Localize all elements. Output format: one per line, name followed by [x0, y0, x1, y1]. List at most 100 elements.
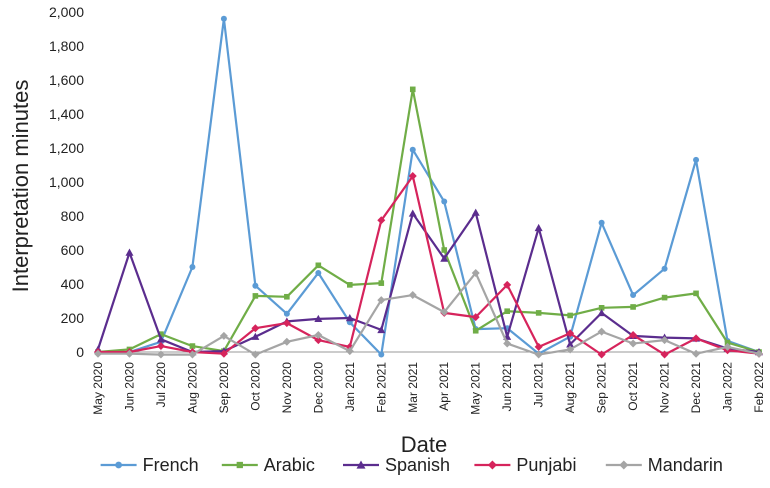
- x-tick-label: Mar 2021: [406, 362, 420, 413]
- data-point-spanish: [314, 314, 323, 323]
- x-tick-label: Jun 2021: [500, 362, 514, 412]
- data-point-mandarin: [314, 331, 323, 339]
- x-tick-label: Oct 2020: [248, 362, 262, 411]
- data-point-mandarin: [408, 291, 417, 300]
- data-point-mandarin: [188, 350, 197, 359]
- x-tick-label: Sep 2020: [217, 362, 231, 414]
- data-point-punjabi: [692, 334, 701, 343]
- x-tick-label: Sep 2021: [595, 362, 609, 414]
- data-point-punjabi: [566, 329, 575, 338]
- x-tick-label: Feb 2022: [752, 362, 766, 413]
- data-point-punjabi: [219, 349, 228, 358]
- x-tick-label: Aug 2020: [185, 362, 199, 414]
- legend: French Arabic Spanish Punjabi Mandarin: [100, 455, 723, 475]
- data-point-mandarin: [534, 350, 543, 359]
- series-french: [95, 15, 762, 358]
- data-point-arabic: [661, 294, 668, 301]
- data-point-spanish: [377, 325, 386, 334]
- data-point-arabic: [630, 304, 636, 310]
- data-point-spanish: [156, 335, 165, 343]
- data-point-mandarin: [755, 349, 763, 358]
- data-point-arabic: [693, 290, 699, 297]
- x-tick-label: Aug 2021: [563, 362, 577, 414]
- data-point-mandarin: [377, 296, 386, 305]
- series-line-spanish: [96, 211, 760, 354]
- data-point-french: [409, 146, 416, 153]
- data-point-mandarin: [345, 347, 354, 356]
- x-tick-label: Apr 2021: [437, 362, 451, 411]
- data-point-punjabi: [282, 319, 291, 328]
- data-point-spanish: [566, 340, 575, 348]
- x-tick-label: Oct 2021: [626, 362, 640, 411]
- data-point-arabic: [535, 310, 542, 316]
- data-point-spanish: [440, 254, 449, 262]
- data-point-arabic: [567, 312, 573, 319]
- y-axis-title: Interpretation minutes: [8, 80, 33, 293]
- legend-item-spanish: Spanish: [343, 455, 450, 475]
- data-point-arabic: [441, 247, 448, 253]
- x-tick-label: Jan 2021: [343, 362, 357, 412]
- data-point-arabic: [252, 293, 259, 299]
- legend-label: Arabic: [264, 455, 315, 475]
- x-tick-label: May 2020: [91, 362, 105, 415]
- y-tick-label: 400: [61, 276, 85, 292]
- data-point-arabic: [158, 331, 164, 337]
- data-point-punjabi: [660, 350, 669, 359]
- legend-marker: [236, 461, 243, 469]
- data-point-mandarin: [692, 349, 701, 358]
- data-point-spanish: [251, 332, 260, 340]
- data-point-french: [252, 282, 259, 289]
- data-point-mandarin: [282, 337, 291, 346]
- data-point-arabic: [347, 282, 353, 288]
- series-spanish: [94, 208, 763, 356]
- legend-marker: [619, 460, 629, 470]
- data-point-arabic: [284, 293, 290, 300]
- data-point-mandarin: [440, 308, 449, 317]
- y-tick-label: 1,600: [49, 72, 84, 88]
- data-point-french: [630, 292, 637, 299]
- data-point-mandarin: [156, 350, 165, 359]
- data-point-spanish: [345, 314, 354, 322]
- data-point-french: [661, 265, 668, 272]
- data-point-spanish: [597, 308, 606, 317]
- y-tick-label: 1,400: [49, 106, 84, 122]
- data-point-mandarin: [597, 327, 606, 336]
- x-axis-title: Date: [401, 432, 447, 457]
- data-point-spanish: [125, 248, 134, 256]
- data-point-mandarin: [251, 350, 260, 359]
- data-point-arabic: [724, 339, 731, 346]
- data-point-mandarin: [723, 342, 732, 351]
- data-point-arabic: [315, 262, 322, 269]
- data-point-spanish: [534, 223, 543, 232]
- data-point-punjabi: [314, 336, 323, 345]
- data-point-mandarin: [94, 349, 102, 358]
- y-axis: 0 200 400 600 800 1,000 1,200 1,400 1,600 1,800 2,…: [49, 4, 84, 360]
- data-point-punjabi: [503, 280, 512, 289]
- data-point-french: [283, 310, 290, 317]
- data-point-french: [441, 198, 448, 205]
- legend-label: French: [143, 455, 199, 475]
- data-point-spanish: [471, 208, 480, 216]
- data-point-french: [315, 269, 322, 276]
- data-point-spanish: [408, 209, 417, 217]
- x-tick-label: Dec 2020: [311, 362, 325, 414]
- x-tick-label: Jul 2020: [154, 362, 168, 408]
- data-point-mandarin: [503, 339, 512, 348]
- legend-marker: [487, 460, 497, 470]
- data-point-punjabi: [629, 331, 638, 339]
- data-point-mandarin: [219, 331, 228, 340]
- legend-item-mandarin: Mandarin: [605, 455, 723, 475]
- data-point-french: [189, 264, 196, 270]
- data-point-french: [220, 15, 227, 22]
- x-tick-label: Feb 2021: [374, 362, 388, 413]
- series-line-french: [98, 17, 760, 356]
- data-point-punjabi: [156, 342, 165, 351]
- x-tick-label: Dec 2021: [689, 362, 703, 414]
- x-tick-label: May 2021: [469, 362, 483, 415]
- x-tick-label: Jan 2022: [721, 362, 735, 412]
- x-tick-label: Nov 2021: [658, 362, 672, 414]
- data-point-punjabi: [251, 324, 260, 333]
- y-tick-label: 1,800: [49, 38, 84, 54]
- data-point-arabic: [598, 305, 605, 311]
